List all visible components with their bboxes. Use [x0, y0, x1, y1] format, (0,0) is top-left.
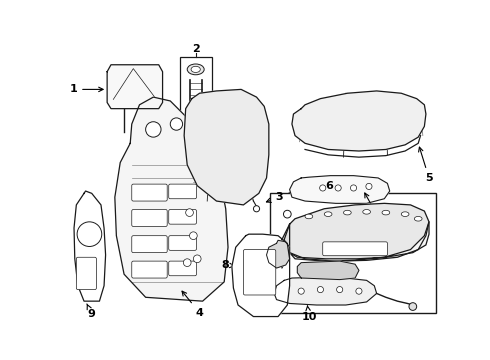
Polygon shape [284, 203, 429, 261]
Ellipse shape [343, 210, 351, 215]
FancyBboxPatch shape [244, 249, 276, 295]
FancyBboxPatch shape [132, 261, 167, 278]
FancyBboxPatch shape [169, 210, 196, 224]
Ellipse shape [415, 216, 422, 221]
FancyBboxPatch shape [169, 184, 196, 199]
Text: 4: 4 [182, 291, 203, 318]
FancyBboxPatch shape [132, 210, 167, 226]
Circle shape [183, 259, 191, 266]
Polygon shape [282, 224, 290, 268]
FancyBboxPatch shape [132, 184, 167, 201]
Polygon shape [274, 277, 377, 305]
Text: 8: 8 [222, 260, 235, 270]
Text: 9: 9 [87, 304, 96, 319]
Polygon shape [297, 261, 359, 280]
Circle shape [298, 288, 304, 294]
Polygon shape [107, 65, 163, 109]
Circle shape [409, 303, 416, 310]
Polygon shape [184, 89, 269, 205]
FancyBboxPatch shape [323, 242, 388, 256]
Polygon shape [267, 240, 290, 268]
Circle shape [366, 183, 372, 189]
Polygon shape [74, 191, 106, 301]
Text: 1: 1 [70, 84, 103, 94]
Circle shape [319, 185, 326, 191]
Circle shape [318, 287, 323, 293]
Circle shape [171, 118, 183, 130]
Polygon shape [115, 97, 228, 301]
Ellipse shape [401, 212, 409, 216]
Ellipse shape [382, 210, 390, 215]
FancyBboxPatch shape [169, 261, 196, 276]
Ellipse shape [363, 210, 370, 214]
FancyBboxPatch shape [132, 236, 167, 253]
Text: 7: 7 [365, 193, 388, 233]
Text: 3: 3 [267, 192, 283, 202]
Circle shape [253, 206, 260, 212]
Ellipse shape [191, 66, 200, 72]
Circle shape [356, 288, 362, 294]
Circle shape [77, 222, 102, 247]
Ellipse shape [324, 212, 332, 216]
Polygon shape [290, 176, 390, 203]
Ellipse shape [187, 64, 204, 75]
Polygon shape [232, 234, 290, 316]
Text: 2: 2 [192, 44, 199, 54]
Polygon shape [292, 91, 426, 151]
Text: 5: 5 [418, 147, 433, 183]
Circle shape [283, 210, 291, 218]
Circle shape [146, 122, 161, 137]
Circle shape [335, 185, 341, 191]
Bar [270, 193, 436, 313]
Text: 6: 6 [326, 181, 334, 191]
Circle shape [337, 287, 343, 293]
Circle shape [194, 255, 201, 263]
Polygon shape [290, 222, 429, 261]
FancyBboxPatch shape [169, 236, 196, 250]
Circle shape [186, 209, 194, 216]
Ellipse shape [305, 214, 313, 219]
Text: 10: 10 [301, 306, 317, 321]
Bar [179, 57, 212, 126]
Circle shape [190, 232, 197, 239]
FancyBboxPatch shape [76, 257, 97, 289]
Circle shape [350, 185, 357, 191]
